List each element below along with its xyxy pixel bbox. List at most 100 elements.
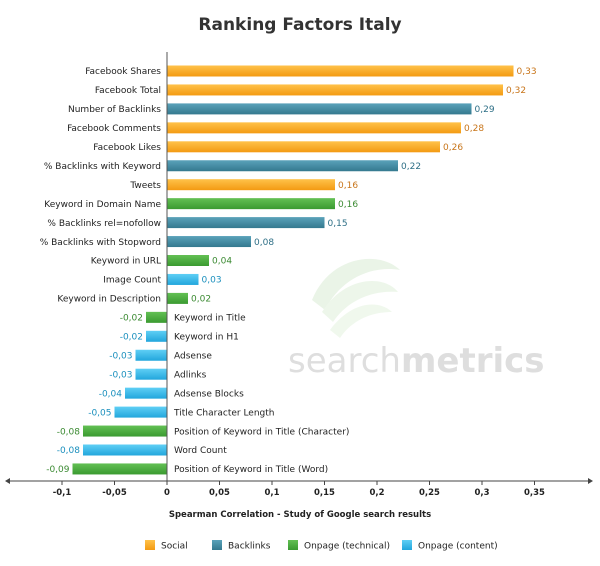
searchmetrics-watermark: searchmetrics xyxy=(288,258,545,381)
bar xyxy=(167,179,335,191)
bar-row: Facebook Total 0,32 xyxy=(95,84,526,96)
bar-row: Keyword in URL 0,04 xyxy=(91,255,232,267)
bar-value-label: -0,08 xyxy=(57,427,81,437)
bar-value-label: 0,04 xyxy=(212,257,232,267)
bar xyxy=(167,65,514,77)
bar-row: % Backlinks with Keyword 0,22 xyxy=(44,160,421,172)
bar-category-label: Word Count xyxy=(174,446,227,456)
bar-row: Number of Backlinks 0,29 xyxy=(68,103,495,115)
legend-label: Onpage (technical) xyxy=(304,542,390,552)
bar-row: Facebook Likes 0,26 xyxy=(93,141,463,153)
bar-row: Position of Keyword in Title (Character)… xyxy=(57,425,349,437)
bar-category-label: Facebook Comments xyxy=(67,124,161,134)
bar xyxy=(83,444,167,456)
bar-value-label: 0,16 xyxy=(338,200,358,210)
bar-row: Facebook Comments 0,28 xyxy=(67,122,484,134)
x-tick-label: 0 xyxy=(164,488,170,498)
legend-item-social: Social xyxy=(145,540,188,552)
legend-swatch xyxy=(288,540,298,550)
x-tick-label: 0,05 xyxy=(209,488,230,498)
bar-value-label: -0,03 xyxy=(109,351,132,361)
bar-value-label: -0,02 xyxy=(120,333,143,343)
x-axis: -0,1 -0,05 0 0,05 0,1 0,15 0,2 0,25 0,3 0,35 xyxy=(5,478,593,498)
bar xyxy=(83,425,167,437)
legend-swatch xyxy=(145,540,155,550)
x-axis-label: Spearman Correlation - Study of Google s… xyxy=(169,510,431,520)
watermark-text: searchmetrics xyxy=(288,341,545,381)
axis-arrow-right-icon xyxy=(588,478,593,484)
legend-label: Social xyxy=(161,542,188,552)
bar-category-label: Keyword in Title xyxy=(174,314,246,324)
bar-category-label: Adsense xyxy=(174,351,212,361)
bar-row: Adlinks -0,03 xyxy=(109,368,207,380)
bar-row: Position of Keyword in Title (Word) -0,09 xyxy=(46,463,328,475)
bar-row: Adsense -0,03 xyxy=(109,349,212,361)
bar-category-label: Keyword in H1 xyxy=(174,333,239,343)
bar-value-label: 0,32 xyxy=(506,86,526,96)
bar xyxy=(167,103,472,115)
bar xyxy=(167,198,335,210)
x-tick-label: 0,35 xyxy=(524,488,545,498)
x-tick-label: -0,1 xyxy=(53,488,72,498)
bar-value-label: -0,09 xyxy=(46,465,70,475)
bar-value-label: 0,16 xyxy=(338,181,358,191)
bar xyxy=(167,122,461,134)
bar xyxy=(167,160,398,172)
legend-swatch xyxy=(212,540,222,550)
legend-item-backlinks: Backlinks xyxy=(212,540,271,552)
bar-category-label: % Backlinks rel=nofollow xyxy=(47,219,161,229)
legend-label: Backlinks xyxy=(228,542,271,552)
bar-value-label: 0,02 xyxy=(191,295,211,305)
searchmetrics-logo-icon xyxy=(312,258,400,338)
bar xyxy=(135,368,167,380)
bar xyxy=(167,141,440,153)
bar xyxy=(167,236,251,248)
x-tick-label: 0,2 xyxy=(369,488,384,498)
bar-category-label: Tweets xyxy=(129,181,161,191)
bar xyxy=(167,273,199,285)
bar-category-label: Facebook Likes xyxy=(93,143,161,153)
bar-row: Word Count -0,08 xyxy=(57,444,227,456)
bar-value-label: -0,08 xyxy=(57,446,81,456)
bar-category-label: Position of Keyword in Title (Character) xyxy=(174,427,349,437)
bar-row: % Backlinks with Stopword 0,08 xyxy=(40,236,274,248)
bar-category-label: Position of Keyword in Title (Word) xyxy=(174,465,328,475)
bar-value-label: 0,26 xyxy=(443,143,463,153)
bar-row: Facebook Shares 0,33 xyxy=(85,65,537,77)
bar xyxy=(167,84,503,96)
bar xyxy=(135,349,167,361)
bar-category-label: Image Count xyxy=(103,276,161,286)
legend-label: Onpage (content) xyxy=(418,542,498,552)
bar-category-label: % Backlinks with Keyword xyxy=(44,162,161,172)
bar-category-label: Title Character Length xyxy=(173,408,275,418)
bar-category-label: Number of Backlinks xyxy=(68,105,161,115)
bar-row: Adsense Blocks -0,04 xyxy=(99,387,244,399)
bar-category-label: Keyword in Description xyxy=(57,295,161,305)
bar-category-label: Adlinks xyxy=(174,370,207,380)
x-tick-label: -0,05 xyxy=(102,488,127,498)
bar-row: Keyword in Description 0,02 xyxy=(57,292,211,305)
bar-row: Title Character Length -0,05 xyxy=(88,406,275,418)
legend: Social Backlinks Onpage (technical) Onpage … xyxy=(145,540,498,552)
bar xyxy=(125,387,167,399)
x-tick-label: 0,1 xyxy=(264,488,279,498)
bar-row: % Backlinks rel=nofollow 0,15 xyxy=(47,217,348,229)
bar-category-label: Adsense Blocks xyxy=(174,389,244,399)
bar-row: Image Count 0,03 xyxy=(103,273,222,286)
bar-value-label: 0,33 xyxy=(517,67,537,77)
bar-value-label: 0,22 xyxy=(401,162,421,172)
bar-value-label: -0,05 xyxy=(88,408,111,418)
bar xyxy=(72,463,167,475)
bar-value-label: 0,03 xyxy=(202,276,222,286)
legend-item-onpage-content: Onpage (content) xyxy=(402,540,498,552)
bar-row: Keyword in Domain Name 0,16 xyxy=(44,198,358,210)
x-tick-label: 0,15 xyxy=(314,488,335,498)
bar xyxy=(167,217,325,229)
bar-row: Keyword in H1 -0,02 xyxy=(120,330,239,343)
bar xyxy=(167,292,188,304)
bar xyxy=(146,330,167,342)
x-tick-label: 0,3 xyxy=(474,488,489,498)
bar-value-label: 0,29 xyxy=(475,105,495,115)
bar-value-label: 0,08 xyxy=(254,238,274,248)
